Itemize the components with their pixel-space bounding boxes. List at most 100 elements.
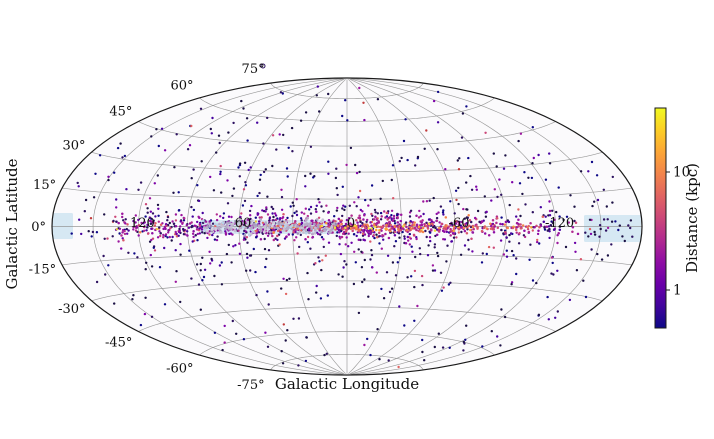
data-point	[509, 232, 513, 235]
data-point	[188, 249, 191, 252]
data-point	[369, 221, 372, 224]
data-point	[178, 227, 181, 231]
data-point	[465, 181, 468, 184]
data-point	[558, 215, 561, 218]
data-point	[483, 195, 486, 198]
data-point	[201, 279, 204, 282]
data-point	[428, 236, 432, 239]
data-point	[385, 211, 389, 215]
data-point	[369, 232, 372, 236]
data-point	[117, 221, 120, 225]
data-point	[94, 172, 97, 175]
data-point	[618, 224, 621, 227]
data-point	[328, 224, 331, 227]
data-point	[292, 204, 295, 207]
data-point	[372, 223, 376, 227]
data-point	[449, 230, 452, 233]
data-point	[492, 230, 496, 234]
data-point	[327, 172, 330, 175]
data-point	[512, 254, 515, 257]
data-point	[413, 285, 416, 289]
data-point	[412, 234, 416, 237]
data-point	[255, 229, 258, 233]
data-point	[318, 201, 321, 204]
data-point	[579, 258, 583, 261]
data-point	[493, 188, 496, 191]
data-point	[304, 223, 308, 227]
data-point	[439, 225, 443, 228]
data-point	[198, 222, 202, 226]
data-point	[263, 237, 266, 241]
data-point	[162, 227, 165, 231]
data-point	[126, 232, 129, 235]
data-point	[259, 218, 262, 221]
data-point	[313, 222, 316, 226]
data-point	[589, 232, 593, 236]
data-point	[163, 149, 167, 152]
data-point	[394, 240, 398, 243]
data-point	[387, 359, 390, 362]
data-point	[157, 144, 160, 148]
data-point	[242, 225, 245, 229]
data-point	[403, 324, 406, 327]
data-point	[523, 235, 527, 239]
data-point	[593, 230, 596, 234]
data-point	[172, 191, 175, 194]
data-point	[352, 233, 356, 236]
data-point	[123, 154, 127, 158]
data-point	[250, 225, 254, 229]
data-point	[515, 272, 518, 276]
data-point	[431, 269, 435, 272]
data-point	[600, 258, 604, 261]
data-point	[197, 215, 200, 218]
data-point	[315, 210, 318, 214]
data-point	[471, 225, 475, 229]
data-point	[402, 139, 406, 143]
graticule-line	[138, 306, 556, 332]
data-point	[533, 226, 536, 229]
data-point	[393, 245, 396, 248]
data-point	[550, 272, 553, 275]
data-point	[382, 297, 386, 300]
data-point	[98, 154, 102, 157]
data-point	[246, 220, 250, 224]
data-point	[291, 201, 294, 204]
data-point	[461, 112, 465, 115]
data-point	[262, 142, 265, 145]
data-point	[460, 230, 463, 234]
data-point	[243, 233, 247, 237]
data-point	[200, 160, 203, 163]
data-point	[104, 273, 107, 276]
data-point	[385, 223, 388, 227]
data-point	[218, 222, 221, 226]
data-point	[490, 199, 493, 202]
data-point	[250, 204, 253, 208]
data-point	[374, 228, 378, 232]
data-point	[434, 234, 437, 238]
data-point	[123, 229, 126, 233]
data-point	[221, 221, 225, 225]
data-point	[226, 179, 229, 182]
data-point	[392, 214, 396, 218]
data-point	[462, 349, 465, 352]
data-point	[490, 330, 493, 333]
data-point	[463, 244, 467, 247]
data-point	[614, 220, 617, 223]
data-point	[555, 210, 558, 214]
data-point	[414, 226, 417, 230]
data-point	[438, 226, 441, 230]
data-point	[260, 216, 263, 219]
data-point	[337, 273, 340, 276]
data-point	[550, 256, 554, 259]
data-point	[408, 232, 411, 236]
lat-tick-0: 0°	[31, 220, 46, 235]
data-point	[282, 212, 285, 216]
data-point	[384, 216, 387, 219]
data-point	[208, 233, 211, 236]
data-point	[447, 283, 451, 286]
data-point	[177, 191, 180, 194]
data-point	[460, 136, 464, 139]
data-point	[290, 126, 294, 130]
data-point	[192, 208, 196, 212]
data-point	[587, 235, 590, 238]
